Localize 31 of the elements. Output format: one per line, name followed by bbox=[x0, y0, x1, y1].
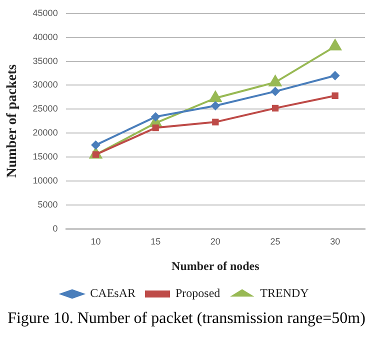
y-tick-label: 15000 bbox=[32, 151, 58, 162]
y-axis-title: Number of packets bbox=[5, 64, 20, 178]
point bbox=[272, 104, 279, 112]
x-tick-label: 20 bbox=[210, 236, 220, 247]
legend-label: TRENDY bbox=[260, 286, 310, 300]
y-tick-label: 20000 bbox=[32, 128, 58, 138]
y-tick-label: 30000 bbox=[32, 80, 58, 90]
y-tick-label: 35000 bbox=[32, 56, 58, 66]
point bbox=[330, 71, 340, 80]
y-tick-label: 5000 bbox=[38, 199, 58, 210]
point bbox=[208, 90, 222, 102]
x-tick-label: 30 bbox=[330, 236, 340, 247]
y-tick-label: 10000 bbox=[32, 175, 58, 186]
x-tick-label: 25 bbox=[270, 236, 280, 247]
point bbox=[270, 86, 280, 96]
x-tick-label: 10 bbox=[90, 236, 101, 247]
legend-label: Proposed bbox=[176, 286, 220, 300]
y-tick-label: 45000 bbox=[32, 8, 58, 18]
y-tick-label: 0 bbox=[52, 223, 58, 234]
point bbox=[152, 124, 159, 132]
x-axis-title: Number of nodes bbox=[172, 258, 260, 273]
legend-label: CAEsAR bbox=[90, 286, 136, 300]
point bbox=[210, 101, 220, 110]
x-tick-label: 15 bbox=[150, 236, 161, 247]
y-tick-label: 40000 bbox=[32, 32, 58, 42]
point bbox=[91, 140, 100, 150]
text: Figure 10. Number of packet (transmission range=50m) bbox=[6, 310, 366, 328]
y-tick-label: 25000 bbox=[32, 104, 58, 114]
point bbox=[332, 92, 338, 100]
point bbox=[212, 118, 219, 126]
point bbox=[151, 112, 160, 122]
